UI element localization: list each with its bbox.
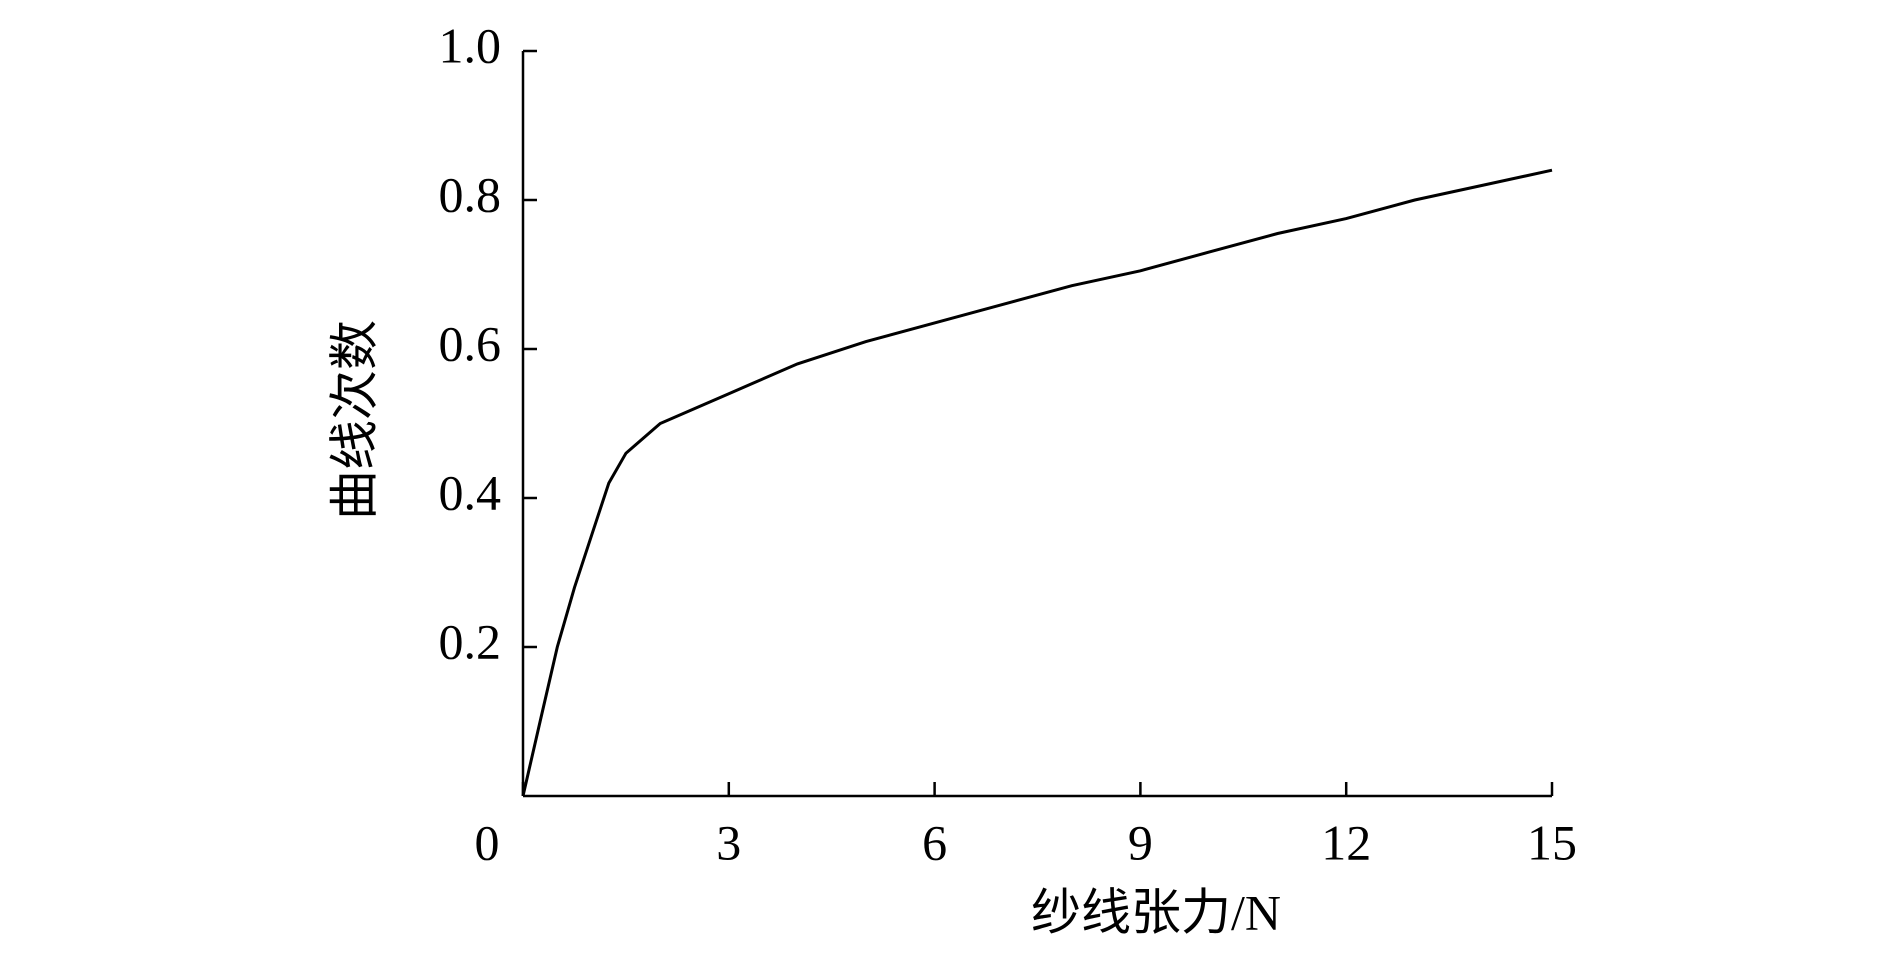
x-tick-label: 6 [922, 814, 947, 870]
line-series [521, 168, 1553, 797]
x-tick-label: 9 [1128, 814, 1153, 870]
y-tick-label: 0.6 [439, 315, 502, 371]
y-tick-label: 0.2 [439, 613, 502, 669]
x-tick-label: 15 [1527, 814, 1577, 870]
x-tick-label: 12 [1321, 814, 1371, 870]
y-tick-label: 1.0 [439, 17, 502, 73]
x-tick-label: 0 [475, 814, 500, 870]
x-tick-label: 3 [716, 814, 741, 870]
y-tick-label: 0.8 [439, 166, 502, 222]
y-tick-label: 0.4 [439, 464, 502, 520]
x-axis-label: 纱线张力/N [1031, 884, 1281, 940]
y-axis-label: 曲线次数 [326, 320, 382, 520]
